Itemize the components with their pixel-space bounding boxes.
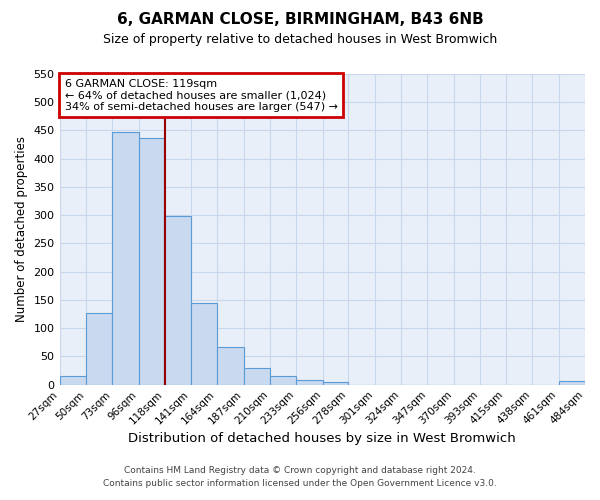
Bar: [191, 303, 217, 384]
Bar: [164, 216, 191, 384]
Bar: [244, 368, 270, 384]
Bar: [296, 380, 323, 384]
Bar: [270, 376, 296, 384]
Bar: [139, 138, 164, 384]
Y-axis label: Number of detached properties: Number of detached properties: [15, 136, 28, 322]
Bar: [217, 347, 244, 385]
Bar: [112, 132, 139, 384]
X-axis label: Distribution of detached houses by size in West Bromwich: Distribution of detached houses by size …: [128, 432, 516, 445]
Bar: [86, 313, 112, 384]
Text: 6, GARMAN CLOSE, BIRMINGHAM, B43 6NB: 6, GARMAN CLOSE, BIRMINGHAM, B43 6NB: [116, 12, 484, 28]
Text: Contains HM Land Registry data © Crown copyright and database right 2024.
Contai: Contains HM Land Registry data © Crown c…: [103, 466, 497, 487]
Bar: [59, 376, 86, 384]
Bar: [323, 382, 348, 384]
Text: 6 GARMAN CLOSE: 119sqm
← 64% of detached houses are smaller (1,024)
34% of semi-: 6 GARMAN CLOSE: 119sqm ← 64% of detached…: [65, 78, 338, 112]
Bar: [559, 382, 585, 384]
Text: Size of property relative to detached houses in West Bromwich: Size of property relative to detached ho…: [103, 32, 497, 46]
